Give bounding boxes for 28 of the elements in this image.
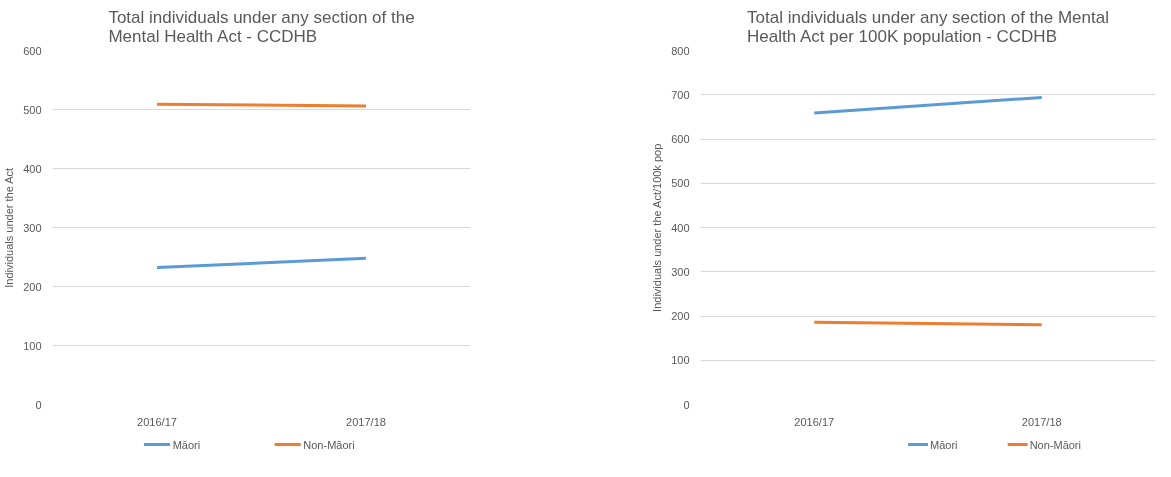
y-tick-label: 800: [671, 44, 690, 57]
y-tick-label: 200: [23, 280, 42, 293]
y-axis-title: Individuals under the Act: [3, 167, 16, 288]
y-tick-label: 100: [671, 354, 690, 367]
x-tick-label: 2017/18: [1021, 415, 1062, 428]
y-tick-label: 0: [35, 398, 42, 411]
y-tick-label: 500: [671, 177, 690, 190]
chart-title: Total individuals under any section of the Mental Health Act - CCDHB: [108, 7, 415, 46]
y-axis-title: Individuals under the Act/100k pop: [651, 143, 664, 312]
x-tick-label: 2017/18: [346, 415, 386, 428]
y-tick-label: 0: [683, 398, 690, 411]
y-tick-label: 100: [23, 339, 42, 352]
chart-title: Total individuals under any section of the Mental Health Act per 100K population - CCDHB: [747, 7, 1109, 46]
legend-label: Māori: [929, 438, 958, 451]
legend-label: Non-Māori: [1029, 438, 1081, 451]
legend-label: Māori: [172, 438, 201, 451]
y-tick-label: 600: [671, 133, 690, 145]
y-tick-label: 300: [671, 265, 690, 278]
y-tick-label: 400: [671, 221, 690, 234]
legend-label: Non-Māori: [303, 438, 355, 451]
y-tick-label: 600: [23, 44, 42, 57]
y-tick-label: 200: [671, 310, 690, 322]
y-tick-label: 400: [23, 162, 42, 175]
y-tick-label: 500: [23, 103, 42, 116]
y-tick-label: 700: [671, 88, 690, 101]
y-tick-label: 300: [23, 221, 42, 234]
x-tick-label: 2016/17: [137, 415, 177, 428]
x-tick-label: 2016/17: [794, 415, 835, 428]
